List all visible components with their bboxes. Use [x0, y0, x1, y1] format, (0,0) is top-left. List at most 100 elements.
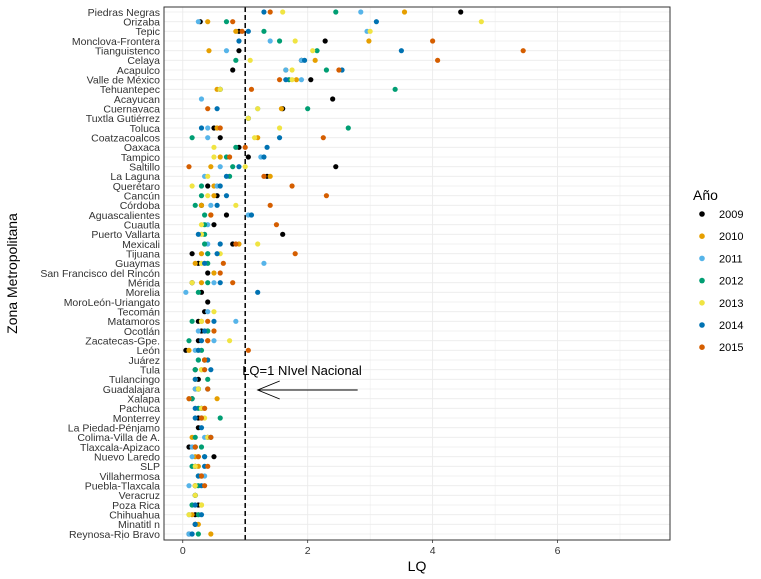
y-tick-label: Pachuca [119, 403, 160, 415]
point-2012 [192, 367, 198, 373]
y-tick-label: Xalapa [127, 393, 160, 405]
y-tick-label: Orizaba [123, 16, 160, 28]
point-2013 [242, 164, 248, 170]
point-2015 [233, 241, 239, 247]
point-2012 [198, 183, 205, 189]
point-2015 [198, 473, 205, 479]
point-2015 [245, 347, 251, 353]
point-2014 [202, 328, 208, 334]
point-2013 [205, 173, 211, 179]
point-2014 [245, 28, 251, 34]
annotation-arrow-head [256, 380, 280, 400]
point-2014 [211, 318, 217, 324]
point-2012 [192, 434, 198, 440]
point-2011 [298, 77, 305, 83]
y-tick-label: Guaymas [115, 258, 160, 270]
point-2014 [214, 202, 220, 208]
point-2009 [245, 154, 251, 160]
point-2015 [205, 106, 211, 112]
point-2011 [358, 9, 364, 15]
point-2015 [230, 19, 236, 25]
point-2013 [192, 463, 198, 469]
point-2014 [236, 164, 242, 170]
y-tick-label: MoroLeón-Uriangato [64, 297, 160, 309]
legend-key-2015 [699, 344, 705, 351]
point-2013 [276, 125, 283, 131]
point-2015 [186, 164, 192, 170]
point-2009 [333, 164, 339, 170]
x-axis-tick-labels: 0 2 4 6 [180, 540, 561, 557]
y-tick-label: Cuautla [124, 219, 160, 231]
y-tick-label: Acapulco [117, 65, 160, 77]
point-2010 [233, 28, 239, 34]
y-tick-label: La Piedad-Pénjamo [68, 422, 160, 434]
point-2015 [211, 328, 217, 334]
point-2009 [236, 48, 242, 54]
point-2012 [205, 376, 211, 382]
point-2011 [208, 202, 214, 208]
point-2012 [230, 164, 236, 170]
point-2009 [189, 251, 195, 257]
point-2010 [293, 77, 300, 83]
point-2013 [192, 492, 198, 498]
point-2009 [205, 183, 211, 189]
point-2015 [336, 67, 342, 73]
point-2010 [278, 106, 285, 112]
y-tick-label: Cuernavaca [103, 103, 160, 115]
y-tick-label: Saltillo [129, 161, 160, 173]
point-2015 [248, 86, 255, 92]
point-2013 [195, 386, 201, 392]
point-2014 [373, 19, 379, 25]
point-2012 [192, 202, 198, 208]
point-2015 [208, 434, 214, 440]
point-2011 [211, 338, 217, 344]
point-2012 [198, 444, 205, 450]
point-2010 [217, 154, 223, 160]
point-2010 [198, 280, 205, 286]
point-2010 [186, 347, 192, 353]
y-tick-label: Coatzacoalcos [91, 132, 160, 144]
point-2011 [217, 164, 223, 170]
y-tick-label: Tulancingo [109, 374, 160, 386]
data-points [183, 9, 526, 537]
y-tick-label: San Francisco del Rincón [40, 268, 160, 280]
point-2015 [202, 405, 208, 411]
point-2009 [308, 77, 314, 83]
point-2009 [230, 67, 236, 73]
point-2011 [211, 280, 217, 286]
point-2015 [261, 173, 267, 179]
point-2014 [202, 454, 208, 460]
point-2014 [217, 280, 223, 286]
y-tick-label: Juárez [128, 355, 160, 367]
point-2010 [366, 38, 372, 44]
point-2013 [289, 77, 295, 83]
legend-key-2010 [699, 233, 705, 239]
legend-label-2013: 2013 [719, 298, 743, 310]
point-2015 [186, 396, 192, 402]
y-tick-label: Puerto Vallarta [91, 229, 160, 241]
point-2013 [292, 38, 298, 44]
point-2013 [280, 9, 286, 15]
plot-background [164, 7, 670, 540]
y-tick-label: SLP [140, 461, 160, 473]
y-tick-label: Guadalajara [103, 384, 160, 396]
y-tick-label: Chihuahua [109, 509, 160, 521]
y-tick-label: Ocotlán [124, 326, 160, 338]
point-2015 [273, 222, 280, 228]
point-2013 [245, 115, 251, 121]
point-2014 [223, 193, 230, 199]
point-2011 [205, 125, 211, 131]
point-2014 [264, 144, 270, 150]
point-2013 [233, 202, 239, 208]
y-tick-label: Minatitl n [118, 519, 160, 531]
y-tick-label: Reynosa-Rịo Bravo [69, 529, 160, 541]
legend-title: Año [693, 187, 718, 203]
point-2013 [251, 135, 258, 141]
point-2015 [217, 270, 223, 276]
point-2014 [192, 521, 198, 527]
point-2015 [205, 318, 211, 324]
point-2012 [223, 19, 230, 25]
point-2012 [323, 67, 330, 73]
legend-label-2011: 2011 [719, 253, 743, 265]
point-2014 [214, 106, 220, 112]
